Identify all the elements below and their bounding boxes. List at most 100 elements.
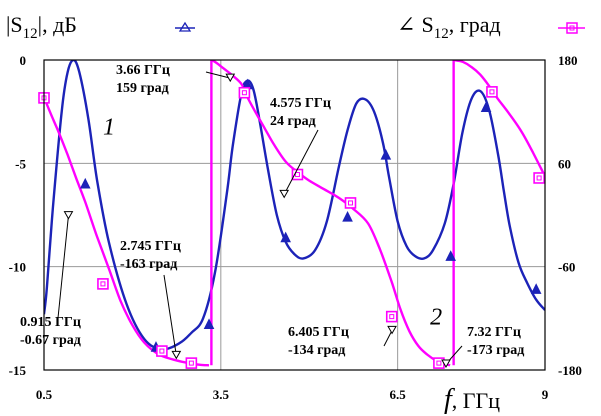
annotation: 6.405 ГГц -134 град xyxy=(288,325,397,358)
phase-point-outer xyxy=(238,86,251,99)
magnitude-point xyxy=(342,210,353,222)
left-title-bar-open: | xyxy=(6,12,10,37)
right-axis-title: ∠ S12, град xyxy=(397,12,501,42)
annotation-text: 6.405 ГГц xyxy=(288,325,349,340)
phase-point xyxy=(533,172,545,184)
annotation-leader xyxy=(163,274,177,356)
annotation-leader xyxy=(57,215,69,319)
annotation-text: -0.67 град xyxy=(20,333,81,348)
phase-point-inner xyxy=(294,172,300,178)
phase-point-inner xyxy=(159,348,165,354)
left-title-main: S xyxy=(10,12,22,37)
annotation: 4.575 ГГц 24 град xyxy=(270,96,331,199)
curve-label-1: 1 xyxy=(103,114,115,140)
x-tick-label: 6.5 xyxy=(390,387,407,402)
annotation-marker xyxy=(441,359,451,368)
magnitude-point xyxy=(445,250,457,261)
y-left-tick-label: -15 xyxy=(9,363,27,378)
magnitude-point xyxy=(280,231,291,243)
y-right-tick-label: 60 xyxy=(558,156,571,171)
x-tick-label: 0.5 xyxy=(36,387,53,402)
phase-point xyxy=(291,168,304,181)
left-title-bar-close: | xyxy=(38,12,42,37)
y-left-tick-label: 0 xyxy=(20,53,27,68)
annotation-text: -173 град xyxy=(467,343,524,358)
phase-point xyxy=(156,345,168,357)
phase-point xyxy=(185,357,198,369)
phase-point-inner xyxy=(188,360,194,366)
phase-point xyxy=(344,197,357,209)
annotation-leader xyxy=(205,71,231,79)
annotation-text: 159 град xyxy=(116,81,169,96)
phase-point-inner xyxy=(436,360,442,366)
annotation-text: -134 град xyxy=(288,343,345,358)
phase-series-line xyxy=(210,60,451,367)
x-tick-label: 3.5 xyxy=(213,387,230,402)
annotation-marker xyxy=(225,73,236,83)
annotation-text: 2.745 ГГц xyxy=(120,239,181,254)
phase-point xyxy=(97,278,109,290)
x-tick-label: 9 xyxy=(542,387,549,402)
annotation: 7.32 ГГц -173 град xyxy=(441,325,524,368)
magnitude-point xyxy=(380,148,392,160)
magnitude-point xyxy=(480,101,492,113)
annotation-text: 24 град xyxy=(270,114,316,129)
magnitude-point xyxy=(79,177,91,189)
magnitude-legend-marker xyxy=(175,21,195,32)
phase-point-outer xyxy=(385,310,398,323)
phase-point-outer xyxy=(486,86,498,98)
phase-point-inner xyxy=(536,175,542,181)
phase-point-outer xyxy=(156,345,168,357)
y-left-tick-label: -10 xyxy=(9,260,26,275)
annotation-text: 3.66 ГГц xyxy=(116,63,170,78)
phase-point xyxy=(385,310,398,323)
x-axis-label-unit: , ГГц xyxy=(452,388,500,413)
right-title-angle: ∠ xyxy=(397,12,415,37)
grid xyxy=(44,60,545,370)
y-right-tick-label: -180 xyxy=(558,363,582,378)
left-title-unit: , дБ xyxy=(42,12,77,37)
phase-point-inner xyxy=(241,90,247,96)
annotation-text: 7.32 ГГц xyxy=(467,325,521,340)
phase-point-outer xyxy=(344,197,357,209)
annotation-leader xyxy=(383,330,393,347)
left-axis-title: |S12|, дБ xyxy=(6,12,77,42)
y-right-tick-label: -60 xyxy=(558,260,575,275)
phase-point-inner xyxy=(489,89,495,95)
magnitude-series-line xyxy=(44,60,545,351)
magnitude-point xyxy=(530,283,542,294)
right-title-unit: , град xyxy=(449,12,501,37)
annotation-marker xyxy=(171,350,182,360)
left-title-subscript: 12 xyxy=(23,26,38,42)
annotation-leader xyxy=(283,129,319,195)
annotation: 3.66 ГГц 159 град xyxy=(116,63,236,96)
phase-point-outer xyxy=(291,168,304,181)
y-right-tick-label: 180 xyxy=(558,53,578,68)
phase-point xyxy=(486,86,498,98)
y-left-tick-label: -5 xyxy=(15,156,26,171)
right-title-main: S xyxy=(421,12,433,37)
phase-point-outer xyxy=(533,172,545,184)
phase-point-outer xyxy=(97,278,109,290)
annotation-text: 4.575 ГГц xyxy=(270,96,331,111)
annotation-marker xyxy=(387,325,397,335)
annotation-text: -163 град xyxy=(120,257,177,272)
phase-point-outer xyxy=(185,357,198,369)
phase-legend-marker xyxy=(558,22,585,34)
annotation-text: 0.915 ГГц xyxy=(20,315,81,330)
x-axis-label: f, ГГц xyxy=(444,384,500,415)
annotation-marker xyxy=(63,211,74,220)
right-title-subscript: 12 xyxy=(434,26,449,42)
phase-point-inner xyxy=(100,281,106,287)
magnitude-point xyxy=(203,318,215,330)
phase-point-inner xyxy=(347,200,353,206)
x-axis-label-var: f xyxy=(444,384,455,415)
annotation-marker xyxy=(279,189,290,199)
annotation: 0.915 ГГц -0.67 град xyxy=(20,211,81,348)
plot-frame xyxy=(43,59,546,371)
phase-point-inner xyxy=(389,314,395,320)
curve-label-2: 2 xyxy=(430,305,442,331)
phase-point xyxy=(238,86,251,99)
annotation: 2.745 ГГц -163 град xyxy=(120,239,182,360)
